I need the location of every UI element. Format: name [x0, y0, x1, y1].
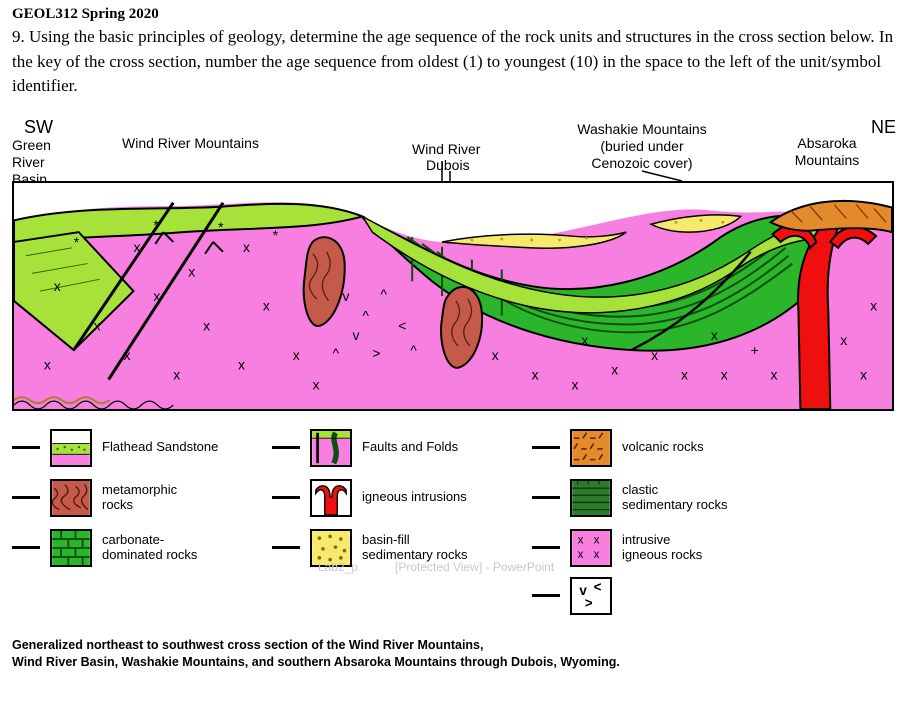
svg-text:>: > — [585, 596, 593, 611]
svg-text:x: x — [153, 288, 160, 304]
legend-item-carbonate: carbonate- dominated rocks — [12, 529, 262, 567]
legend-item-faults: Faults and Folds — [272, 429, 522, 467]
svg-text:x: x — [594, 533, 600, 546]
svg-text:x: x — [263, 298, 270, 314]
sequence-slot-icon — [12, 496, 40, 499]
svg-text:x: x — [203, 317, 210, 333]
legend-item-flathead: Flathead Sandstone — [12, 429, 262, 467]
svg-text:x: x — [594, 548, 600, 561]
svg-text:^: ^ — [410, 342, 417, 358]
legend-label: igneous intrusions — [362, 490, 467, 505]
legend-item-extra-intrusive: v< > — [532, 577, 902, 615]
legend: Flathead Sandstone Faults and Folds — [12, 429, 902, 615]
course-code: GEOL312 Spring 2020 — [12, 6, 902, 23]
svg-text:*: * — [153, 217, 159, 233]
svg-text:x: x — [721, 367, 728, 383]
label-pointer-lines — [12, 117, 894, 181]
svg-text:x: x — [54, 278, 61, 294]
svg-text:x: x — [681, 367, 688, 383]
svg-text:x: x — [571, 376, 578, 392]
legend-item-intrusive-igneous: xx xx intrusive igneous rocks — [532, 529, 782, 567]
top-labels: SW NE Green River Basin Wind River Mount… — [12, 117, 902, 181]
legend-label: Faults and Folds — [362, 440, 458, 455]
svg-text:<: < — [594, 579, 602, 594]
sequence-slot-icon — [272, 446, 300, 449]
legend-item-igneous-intrusions: igneous intrusions — [272, 479, 522, 517]
legend-item-clastic: clastic sedimentary rocks — [532, 479, 782, 517]
svg-text:x: x — [238, 357, 245, 373]
svg-text:*: * — [74, 234, 80, 250]
svg-text:x: x — [711, 327, 718, 343]
swatch-metamorphic — [50, 479, 92, 517]
svg-text:x: x — [124, 347, 131, 363]
caption-line-1: Generalized northeast to southwest cross… — [12, 637, 902, 654]
legend-label: intrusive igneous rocks — [622, 533, 702, 563]
swatch-igneous-intrusion — [310, 479, 352, 517]
sequence-slot-icon — [532, 546, 560, 549]
swatch-volcanic — [570, 429, 612, 467]
svg-text:x: x — [651, 347, 658, 363]
svg-text:v: v — [343, 288, 350, 304]
swatch-faults — [310, 429, 352, 467]
svg-text:^: ^ — [380, 286, 387, 302]
sequence-slot-icon — [532, 446, 560, 449]
legend-label: volcanic rocks — [622, 440, 704, 455]
svg-text:x: x — [860, 367, 867, 383]
caption-line-2: Wind River Basin, Washakie Mountains, an… — [12, 654, 902, 671]
swatch-basin-fill — [310, 529, 352, 567]
svg-text:x: x — [293, 347, 300, 363]
svg-text:x: x — [581, 332, 588, 348]
svg-text:x: x — [532, 367, 539, 383]
legend-label: carbonate- dominated rocks — [102, 533, 197, 563]
svg-text:*: * — [218, 219, 224, 235]
legend-label: basin-fill sedimentary rocks — [362, 533, 467, 563]
svg-text:x: x — [492, 347, 499, 363]
svg-text:^: ^ — [362, 308, 369, 324]
svg-text:x: x — [173, 367, 180, 383]
sequence-slot-icon — [272, 546, 300, 549]
swatch-intrusive-v: v< > — [570, 577, 612, 615]
legend-item-volcanic: volcanic rocks — [532, 429, 782, 467]
legend-label: clastic sedimentary rocks — [622, 483, 727, 513]
sequence-slot-icon — [532, 496, 560, 499]
legend-label: Flathead Sandstone — [102, 440, 218, 455]
svg-text:x: x — [188, 263, 195, 279]
swatch-clastic — [570, 479, 612, 517]
swatch-intrusive-igneous: xx xx — [570, 529, 612, 567]
svg-text:x: x — [578, 533, 584, 546]
cross-section-diagram: ^ v^ ^v >< ^^ xxx xxx xxx xxx xx xxx xxx… — [12, 181, 894, 411]
svg-text:<: < — [398, 317, 406, 333]
svg-text:>: > — [372, 345, 380, 361]
sequence-slot-icon — [532, 594, 560, 597]
svg-text:x: x — [44, 357, 51, 373]
svg-text:x: x — [94, 317, 101, 333]
svg-text:+: + — [751, 342, 759, 358]
legend-label: metamorphic rocks — [102, 483, 177, 513]
figure-caption: Generalized northeast to southwest cross… — [12, 637, 902, 671]
svg-text:x: x — [313, 376, 320, 392]
cross-section-figure: SW NE Green River Basin Wind River Mount… — [12, 117, 902, 671]
svg-text:^: ^ — [333, 345, 340, 361]
svg-text:x: x — [771, 367, 778, 383]
legend-item-basin-fill: basin-fill sedimentary rocks — [272, 529, 522, 567]
svg-text:x: x — [133, 239, 140, 255]
sequence-slot-icon — [272, 496, 300, 499]
swatch-carbonate — [50, 529, 92, 567]
legend-item-metamorphic: metamorphic rocks — [12, 479, 262, 517]
svg-text:x: x — [611, 362, 618, 378]
svg-text:x: x — [870, 298, 877, 314]
svg-text:x: x — [840, 332, 847, 348]
sequence-slot-icon — [12, 546, 40, 549]
sequence-slot-icon — [12, 446, 40, 449]
svg-text:x: x — [578, 548, 584, 561]
question-text: 9. Using the basic principles of geology… — [12, 25, 902, 99]
svg-text:*: * — [273, 227, 279, 243]
svg-text:x: x — [243, 239, 250, 255]
svg-text:v: v — [352, 327, 359, 343]
swatch-flathead — [50, 429, 92, 467]
